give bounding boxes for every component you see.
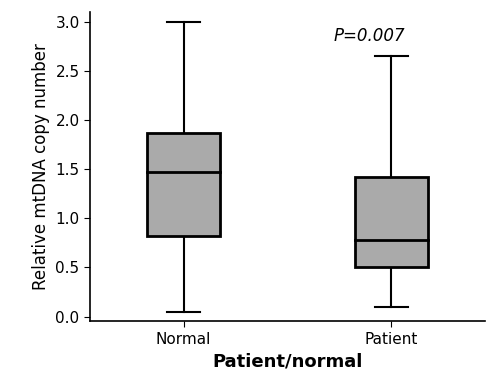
Y-axis label: Relative mtDNA copy number: Relative mtDNA copy number [32, 43, 50, 290]
X-axis label: Patient/normal: Patient/normal [212, 352, 362, 370]
Bar [355, 177, 428, 267]
Text: P=0.007: P=0.007 [333, 27, 405, 45]
Bar [147, 132, 220, 236]
